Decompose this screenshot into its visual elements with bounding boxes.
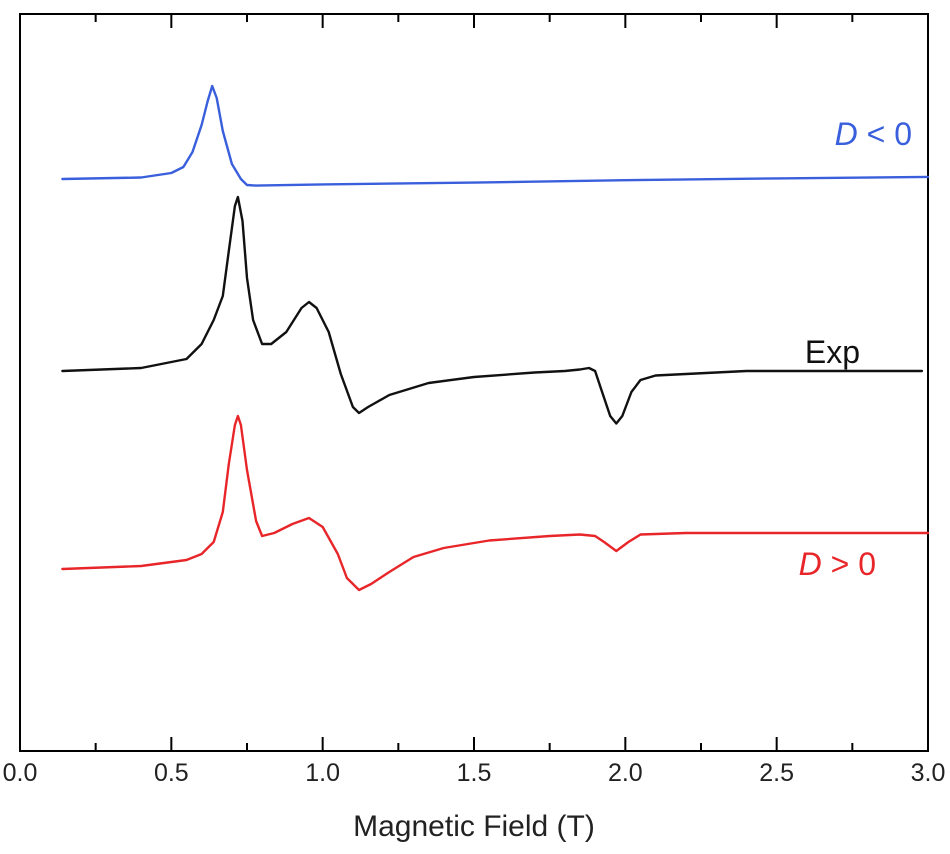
series-line-2: [61, 414, 930, 592]
x-tick-label: 1.5: [457, 759, 492, 787]
series-lines: [61, 84, 930, 592]
x-tick-label: 2.5: [759, 759, 794, 787]
x-tick-label: 0.5: [154, 759, 189, 787]
series-label-1: Exp: [805, 334, 860, 370]
x-tick-label: 1.0: [305, 759, 340, 787]
series-label-main: D: [835, 116, 858, 152]
series-label-2: D > 0: [799, 546, 876, 582]
series-label-0: D < 0: [835, 116, 912, 152]
series-labels: D < 0 Exp D > 0: [799, 116, 912, 582]
series-label-main: D: [799, 546, 822, 582]
plot-frame: [19, 13, 929, 752]
ticks: [19, 14, 929, 751]
x-tick-label: 0.0: [3, 759, 38, 787]
x-axis-title: Magnetic Field (T): [353, 810, 595, 843]
x-tick-label: 3.0: [911, 759, 946, 787]
x-tick-label: 2.0: [608, 759, 643, 787]
series-line-0: [61, 84, 930, 187]
series-label-rest: > 0: [822, 546, 876, 582]
series-label-rest: < 0: [858, 116, 912, 152]
series-line-1: [61, 195, 924, 425]
tick-labels: 0.0 0.5 1.0 1.5 2.0 2.5 3.0: [3, 759, 946, 787]
